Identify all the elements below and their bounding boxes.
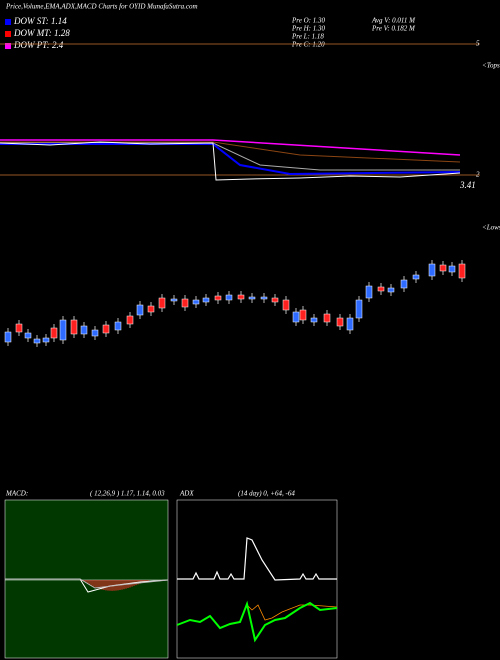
ema-line <box>0 139 461 156</box>
candle-body <box>412 274 420 280</box>
legend-swatch <box>5 19 11 25</box>
panel-params: ( 12,26,9 ) 1.17, 1.14, 0.03 <box>90 490 165 498</box>
candle-body <box>126 315 134 325</box>
candle-body <box>299 309 307 321</box>
price-line <box>0 141 461 181</box>
stat: Avg V: 0.011 M <box>371 17 416 25</box>
tops-label: <Tops <box>482 62 500 70</box>
candle-body <box>214 295 222 301</box>
candle-body <box>192 299 200 305</box>
price-label: 3.41 <box>459 180 476 190</box>
legend: DOW ST: 1.14 DOW MT: 1.28 DOW PT: 2.4 <box>5 16 70 50</box>
adx-line <box>177 537 337 581</box>
stat: Pre V: 0.182 M <box>371 25 416 33</box>
panel-label: ADX <box>179 490 194 498</box>
candle-body <box>282 299 290 311</box>
candle-body <box>202 297 210 303</box>
candle-body <box>271 297 279 303</box>
candle-body <box>310 317 318 323</box>
stat: Pre C: 1.20 <box>291 41 325 49</box>
candle-body <box>387 287 395 293</box>
candle-body <box>237 294 245 300</box>
candle-body <box>248 296 256 300</box>
candle-body <box>114 321 122 331</box>
candle-body <box>170 298 178 302</box>
legend-swatch <box>5 43 11 49</box>
candle-body <box>91 329 99 337</box>
candle-body <box>260 296 268 300</box>
candles <box>4 260 466 347</box>
candle-body <box>323 313 331 323</box>
candle-body <box>50 327 58 339</box>
candle-body <box>377 286 385 292</box>
candle-body <box>147 305 155 313</box>
candle-body <box>458 263 466 279</box>
candle-body <box>59 319 67 341</box>
candle-body <box>42 337 50 343</box>
candle-body <box>136 304 144 316</box>
candle-body <box>439 264 447 272</box>
panel-label: MACD: <box>5 490 28 498</box>
candle-body <box>158 297 166 309</box>
candle-body <box>102 324 110 334</box>
axis-label: 5 <box>476 40 480 48</box>
candle-body <box>365 285 373 299</box>
legend-label: DOW ST: 1.14 <box>13 16 67 26</box>
candle-body <box>428 263 436 277</box>
signal-line <box>5 578 169 589</box>
axis-label: 2 <box>476 171 480 179</box>
stat: Pre O: 1.30 <box>291 17 325 25</box>
title: Price,Volume,EMA,ADX,MACD Charts for OYI… <box>5 3 198 11</box>
candle-body <box>181 298 189 308</box>
candle-body <box>336 317 344 327</box>
candle-body <box>33 338 41 344</box>
candle-body <box>24 332 32 339</box>
candle-body <box>346 317 354 331</box>
candle-body <box>4 331 12 343</box>
adx-panel: ADX (14 day) 0, +64, -64 <box>176 490 338 659</box>
candle-body <box>448 265 456 273</box>
candle-body <box>400 279 408 289</box>
candle-body <box>80 325 88 335</box>
candle-body <box>70 319 78 335</box>
legend-label: DOW PT: 2.4 <box>13 40 64 50</box>
macd-panel: MACD: ( 12,26,9 ) 1.17, 1.14, 0.03 <box>4 490 169 659</box>
ema-lines <box>0 139 461 181</box>
legend-label: DOW MT: 1.28 <box>13 28 70 38</box>
legend-swatch <box>5 31 11 37</box>
candle-body <box>355 299 363 319</box>
stat: Pre L: 1.18 <box>291 33 324 41</box>
candle-body <box>292 311 300 323</box>
candle-body <box>225 294 233 301</box>
lows-label: <Lows <box>482 224 500 232</box>
candle-body <box>15 323 23 333</box>
panel-params: (14 day) 0, +64, -64 <box>238 490 295 498</box>
di-plus <box>176 600 338 643</box>
stat: Pre H: 1.30 <box>291 25 325 33</box>
